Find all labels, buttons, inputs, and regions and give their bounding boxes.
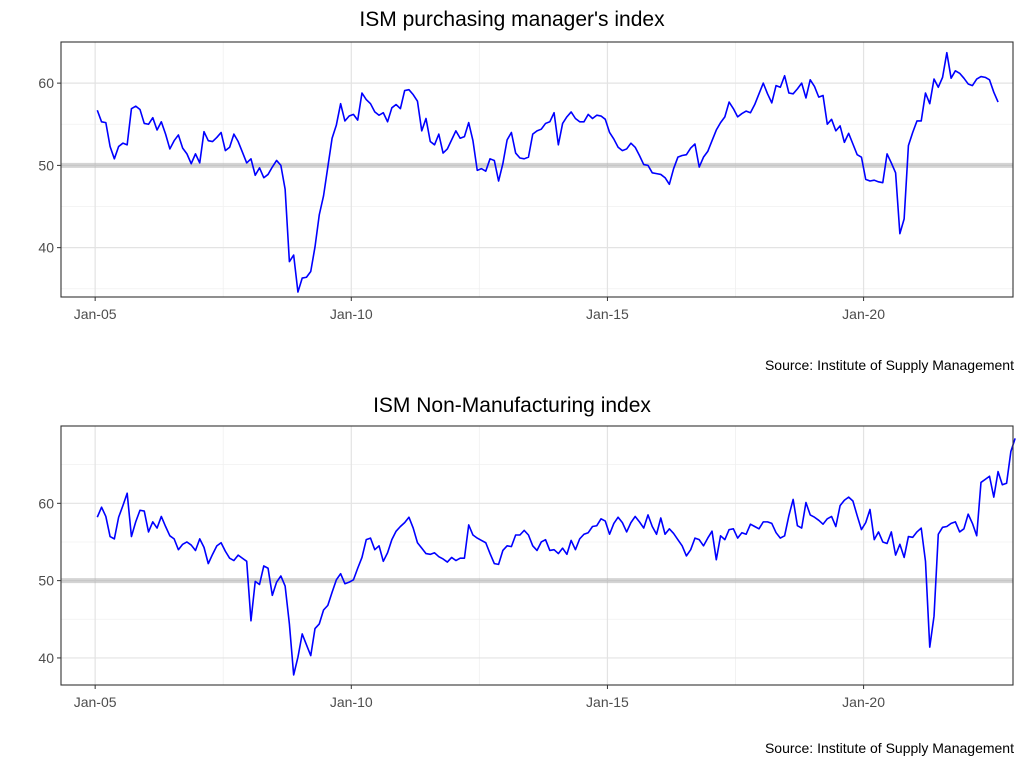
- y-tick-label: 40: [38, 240, 54, 256]
- x-tick-label: Jan-15: [586, 694, 629, 710]
- chart-title: ISM Non-Manufacturing index: [373, 394, 651, 417]
- x-tick-label: Jan-10: [330, 306, 373, 322]
- series-line: [96, 438, 1016, 676]
- chart-title: ISM purchasing manager's index: [359, 8, 665, 31]
- y-tick-label: 50: [38, 157, 54, 173]
- x-tick-label: Jan-15: [586, 306, 629, 322]
- plot-area: [61, 426, 1013, 685]
- x-tick-label: Jan-20: [842, 694, 885, 710]
- chart-panel-nonmanufacturing: ISM Non-Manufacturing index 40 50 60 Jan-05…: [0, 384, 1024, 768]
- series-line: [96, 51, 999, 293]
- plot-area: [61, 42, 1013, 297]
- pmi-line-chart: 40 50 60 Jan-05 Jan-10 Jan-15 Jan-20: [38, 41, 1014, 322]
- plot-border: [60, 41, 1014, 298]
- chart-caption: Source: Institute of Supply Management: [764, 740, 1014, 756]
- plot-border: [60, 425, 1014, 686]
- x-tick-label: Jan-05: [74, 694, 117, 710]
- chart-caption: Source: Institute of Supply Management: [764, 357, 1014, 373]
- nonmanufacturing-line-chart: 40 50 60 Jan-05 Jan-10 Jan-15 Jan-20: [38, 425, 1016, 710]
- y-tick-label: 60: [38, 495, 54, 511]
- x-tick-label: Jan-10: [330, 694, 373, 710]
- x-tick-label: Jan-20: [842, 306, 885, 322]
- y-tick-label: 40: [38, 650, 54, 666]
- chart-panel-pmi: ISM purchasing manager's index 40 50 60 Jan…: [38, 8, 1014, 373]
- x-tick-label: Jan-05: [74, 306, 117, 322]
- y-tick-label: 50: [38, 573, 54, 589]
- y-tick-label: 60: [38, 75, 54, 91]
